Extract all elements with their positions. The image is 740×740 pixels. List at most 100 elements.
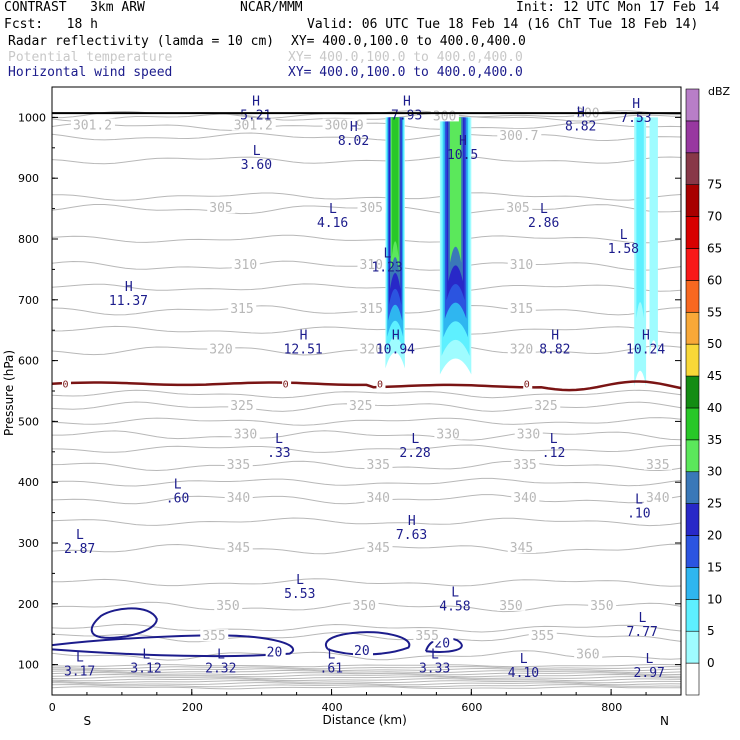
- extremum-value: .12: [542, 446, 565, 461]
- low-marker: L2.28: [399, 432, 430, 461]
- low-marker: L7.77: [627, 611, 658, 640]
- low-marker: L1.58: [608, 228, 639, 257]
- extremum-value: 2.32: [205, 662, 236, 677]
- wind-contour-label: 20: [267, 645, 283, 660]
- wind-label-bg: [265, 645, 286, 658]
- high-letter: H: [632, 97, 640, 112]
- low-letter: L: [451, 586, 459, 601]
- extremum-value: 2.86: [528, 216, 559, 231]
- colorbar-swatch: [685, 152, 700, 185]
- high-marker: H10.24: [626, 328, 665, 357]
- low-marker: L.12: [542, 432, 565, 461]
- theta-label: 340: [367, 491, 390, 506]
- theta-label-bg: [574, 647, 603, 660]
- low-letter: L: [635, 493, 643, 508]
- colorbar-tick-label: 50: [707, 337, 722, 351]
- high-marker: H5.21: [240, 94, 271, 123]
- extremum-value: .61: [320, 662, 343, 677]
- freezing-level-label: 0: [62, 380, 68, 391]
- reflectivity-cell: [649, 117, 658, 357]
- model-title: CONTRAST 3km ARW: [4, 0, 145, 15]
- theta-contour-line: [51, 517, 682, 527]
- theta-label: 330: [234, 427, 257, 442]
- theta-label-bg: [350, 598, 379, 611]
- theta-label: 340: [646, 491, 669, 506]
- theta-label: 330: [436, 427, 459, 442]
- colorbar-tick-label: 25: [707, 497, 722, 511]
- theta-label-bg: [357, 342, 386, 355]
- theta-line: [51, 679, 682, 684]
- theta-line: [51, 682, 682, 686]
- theta-contour-line: [52, 192, 682, 201]
- theta-line: [51, 677, 682, 682]
- theta-label: 335: [513, 458, 536, 473]
- colorbar-tick-label: 35: [707, 433, 722, 447]
- low-letter: L: [329, 202, 337, 217]
- high-marker: H12.51: [284, 328, 323, 357]
- theta-label: 310: [360, 258, 383, 273]
- theta-line: [51, 671, 682, 676]
- low-marker: L.60: [166, 477, 189, 506]
- low-marker: L4.16: [317, 202, 348, 231]
- theta-label-bg: [231, 257, 260, 270]
- high-letter: H: [300, 328, 308, 343]
- theta-label-bg: [511, 457, 540, 470]
- theta-label: 335: [227, 458, 250, 473]
- low-marker: L.10: [627, 493, 650, 522]
- theta-line: [51, 686, 681, 690]
- colorbar-tick-label: 20: [707, 529, 722, 543]
- org-label: NCAR/MMM: [240, 0, 303, 15]
- low-marker: L2.86: [528, 202, 559, 231]
- theta-label-bg: [528, 629, 557, 642]
- theta-label: 315: [360, 302, 383, 317]
- colorbar-swatch: [685, 503, 700, 536]
- colorbar-tick-label: 75: [707, 178, 722, 192]
- low-marker: L3.12: [130, 648, 161, 677]
- extremum-value: 5.21: [240, 108, 271, 123]
- theta-label-bg: [200, 629, 229, 642]
- theta-label: 355: [531, 629, 554, 644]
- theta-label-bg: [644, 457, 673, 470]
- extremum-value: 8.82: [539, 342, 570, 357]
- theta-label-bg: [507, 302, 536, 315]
- extremum-value: 3.60: [241, 158, 272, 173]
- extremum-value: 4.16: [317, 216, 348, 231]
- colorbar-tick-label: 40: [707, 401, 722, 415]
- theta-label-bg: [364, 541, 393, 554]
- theta-label-bg: [514, 427, 543, 440]
- field-reflectivity: Radar reflectivity (lamda = 10 cm): [8, 34, 275, 49]
- x-tick-label: 0: [49, 701, 56, 714]
- extremum-value: 1.58: [608, 242, 639, 257]
- theta-label-bg: [357, 201, 386, 214]
- colorbar-swatch: [685, 662, 700, 696]
- high-marker: H7.53: [620, 97, 651, 126]
- theta-line: [51, 670, 682, 674]
- y-tick-label: 300: [18, 537, 39, 550]
- theta-label: 325: [349, 399, 372, 414]
- theta-label: 345: [227, 541, 250, 556]
- valid-time: Valid: 06 UTC Tue 18 Feb 14 (16 ChT Tue …: [307, 17, 699, 32]
- wind-contour: [51, 634, 295, 657]
- low-letter: L: [550, 432, 558, 447]
- theta-label: 320: [209, 342, 232, 357]
- wind-contour: [424, 637, 463, 653]
- y-tick-label: 600: [18, 355, 39, 368]
- theta-label: 340: [513, 491, 536, 506]
- colorbar-tick-label: 30: [707, 465, 722, 479]
- low-marker: L4.10: [508, 652, 539, 681]
- x-axis-label: Distance (km): [323, 713, 407, 727]
- low-marker: L5.53: [284, 573, 315, 602]
- colorbar-unit: dBZ: [708, 85, 731, 98]
- theta-label: 340: [227, 491, 250, 506]
- theta-label-bg: [322, 118, 367, 131]
- extremum-value: 4.10: [508, 666, 539, 681]
- colorbar-swatch: [685, 439, 700, 473]
- low-marker: L.61: [320, 648, 343, 677]
- theta-label-bg: [364, 457, 393, 470]
- theta-label-bg: [214, 598, 243, 611]
- reflectivity-band: [649, 117, 658, 357]
- colorbar-tick-label: 10: [707, 592, 722, 606]
- theta-label: 320: [360, 342, 383, 357]
- freezing-label-bg: [523, 377, 533, 389]
